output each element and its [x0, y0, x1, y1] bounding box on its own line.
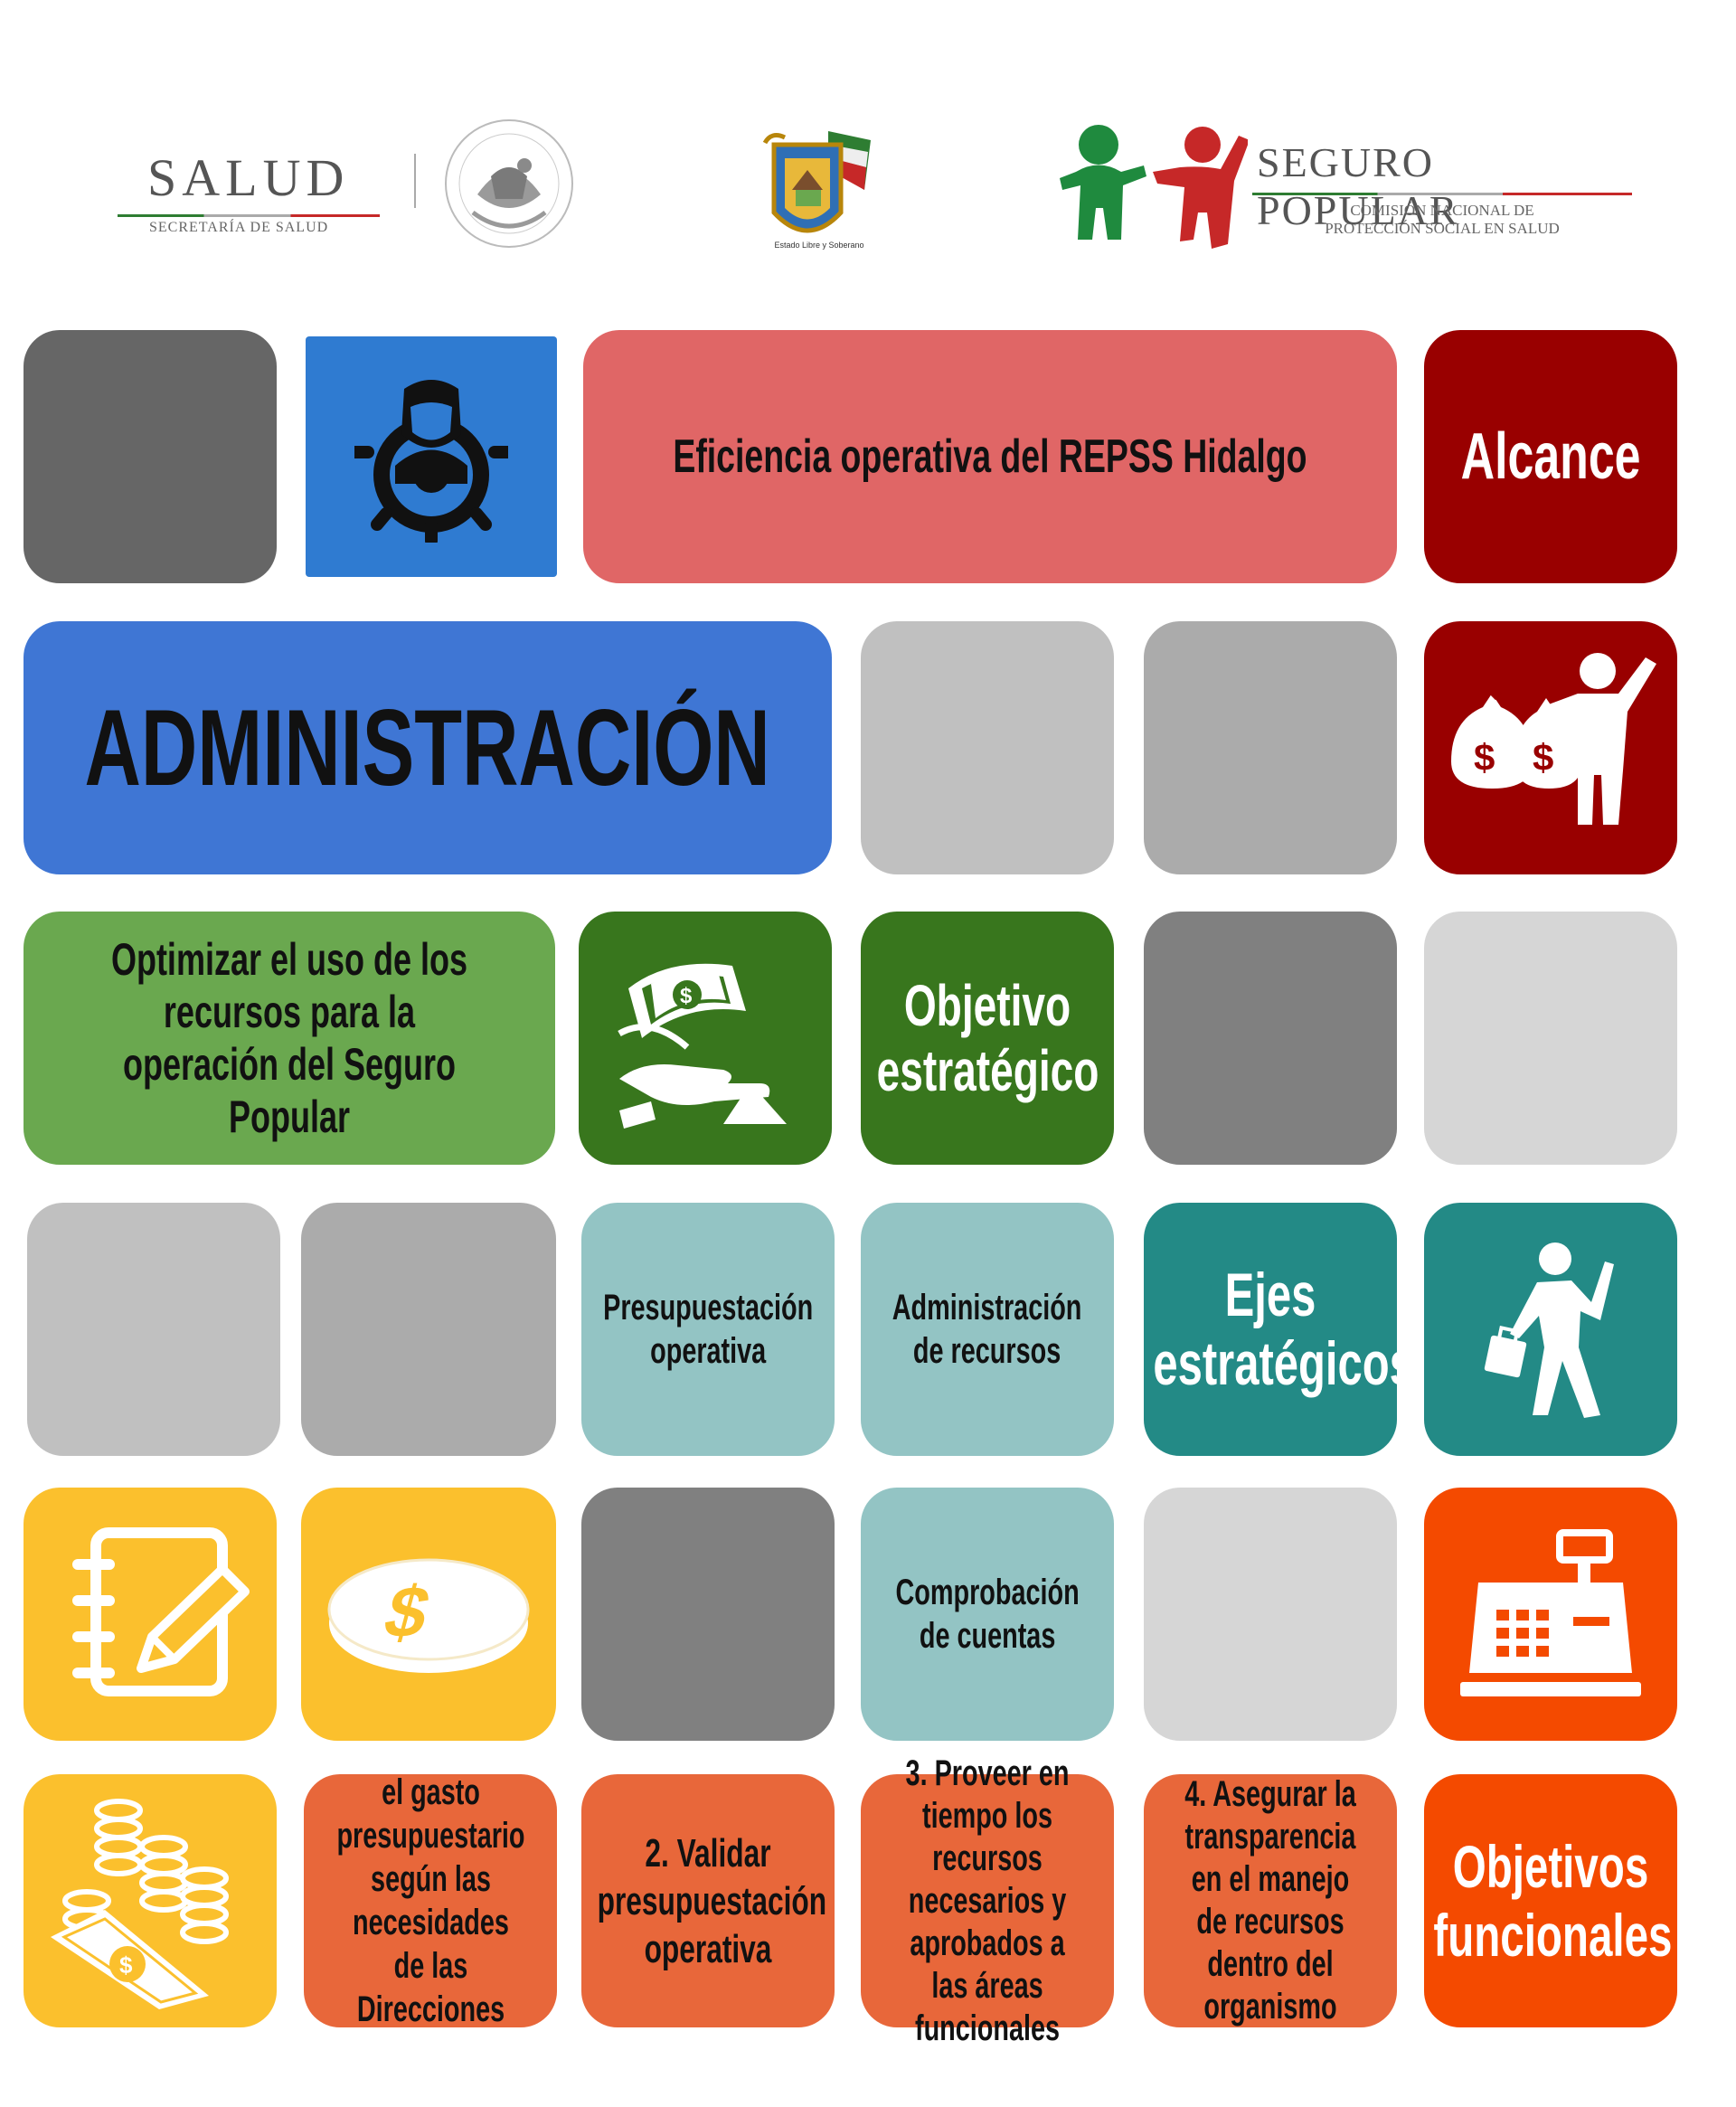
- cash-register-icon: [1460, 1529, 1641, 1696]
- salud-underline: [118, 214, 380, 217]
- eficiencia-label: Eficiencia operativa del REPSS Hidalgo: [673, 430, 1307, 483]
- gray-tile: [24, 330, 277, 583]
- seguro-popular-underline: [1252, 193, 1632, 195]
- gray-tile: [1144, 621, 1397, 874]
- presupuestacion-label: Presupuestación operativa: [602, 1288, 814, 1371]
- optimizar-tile: Optimizar el uso de los recursos para la…: [24, 912, 555, 1165]
- svg-text:$: $: [1533, 736, 1553, 779]
- ejes-estrategicos-label: Ejes estratégicos: [1153, 1261, 1414, 1398]
- administracion-tile: ADMINISTRACIÓN: [24, 621, 832, 874]
- coin-tile: $: [301, 1488, 556, 1741]
- seguro-popular-logo: SEGURO POPULAR COMISIÓN NACIONAL DE PROT…: [1058, 122, 1646, 258]
- hidalgo-caption: Estado Libre y Soberano: [774, 241, 864, 250]
- administracion-recursos-label: Administración de recursos: [892, 1288, 1082, 1371]
- hidalgo-shield-icon: Estado Libre y Soberano: [758, 127, 875, 262]
- mexico-seal-icon: [441, 113, 577, 253]
- executive-helm-icon: [354, 380, 508, 543]
- coin-dollar-icon: $: [327, 1558, 530, 1673]
- notebook-tile: [24, 1488, 277, 1741]
- cash-register-tile: [1424, 1488, 1677, 1741]
- gray-tile: [861, 621, 1114, 874]
- money-bags-person-icon: $ $: [1451, 653, 1656, 825]
- objetivo-1-label: 1. Determinar el gasto presupuestario se…: [335, 1774, 525, 2027]
- objetivos-funcionales-label: Objetivos funcionales: [1433, 1833, 1673, 1969]
- gray-tile: [27, 1203, 280, 1456]
- comprobacion-tile: Comprobación de cuentas: [861, 1488, 1114, 1741]
- objetivo-3-label: 3. Proveer en tiempo los recursos necesa…: [905, 1753, 1070, 2048]
- executive-tile: [306, 336, 557, 577]
- money-hand-icon: $: [618, 963, 787, 1129]
- gray-tile: [301, 1203, 556, 1456]
- objetivo-estrategico-label: Objetivo estratégico: [876, 973, 1099, 1103]
- presupuestacion-tile: Presupuestación operativa: [581, 1203, 835, 1456]
- objetivo-2-label: 2. Validar presupuestación operativa: [597, 1830, 827, 1971]
- objetivo-3-tile: 3. Proveer en tiempo los recursos necesa…: [861, 1753, 1114, 2048]
- money-bags-tile: $ $: [1424, 621, 1677, 874]
- objetivos-funcionales-tile: Objetivos funcionales: [1424, 1774, 1677, 2027]
- alcance-tile: Alcance: [1424, 330, 1677, 583]
- salud-subtitle: SECRETARÍA DE SALUD: [149, 220, 329, 235]
- salud-title: SALUD: [147, 148, 350, 207]
- objetivo-4-label: 4. Asegurar la transparencia en el manej…: [1184, 1774, 1356, 2027]
- header-divider: [414, 154, 416, 208]
- salud-logo: SALUD SECRETARÍA DE SALUD: [113, 140, 384, 240]
- seguro-popular-subtitle-2: PROTECCIÓN SOCIAL EN SALUD: [1325, 220, 1560, 237]
- objetivo-estrategico-tile: Objetivo estratégico: [861, 912, 1114, 1165]
- notebook-pencil-icon: [72, 1527, 250, 1696]
- svg-text:$: $: [680, 984, 693, 1008]
- seguro-popular-figures-icon: [1060, 125, 1248, 249]
- administracion-recursos-tile: Administración de recursos: [861, 1203, 1114, 1456]
- gray-tile: [581, 1488, 835, 1741]
- administracion-label: ADMINISTRACIÓN: [84, 687, 771, 808]
- gray-tile: [1424, 912, 1677, 1165]
- gray-tile: [1144, 1488, 1397, 1741]
- walking-businessman-icon: [1484, 1242, 1614, 1418]
- coin-stacks-bills-icon: $: [51, 1799, 229, 2009]
- comprobacion-label: Comprobación de cuentas: [895, 1573, 1080, 1656]
- coins-bills-tile: $: [24, 1774, 277, 2027]
- money-hand-tile: $: [579, 912, 832, 1165]
- objetivo-1-tile: 1. Determinar el gasto presupuestario se…: [304, 1774, 557, 2027]
- svg-text:$: $: [1474, 736, 1495, 779]
- objetivo-2-tile: 2. Validar presupuestación operativa: [581, 1774, 835, 2027]
- eficiencia-tile: Eficiencia operativa del REPSS Hidalgo: [583, 330, 1397, 583]
- svg-text:$: $: [119, 1951, 133, 1979]
- optimizar-label: Optimizar el uso de los recursos para la…: [110, 934, 468, 1142]
- businessman-tile: [1424, 1203, 1677, 1456]
- alcance-label: Alcance: [1460, 420, 1641, 493]
- ejes-estrategicos-tile: Ejes estratégicos: [1144, 1203, 1414, 1456]
- gray-tile: [1144, 912, 1397, 1165]
- seguro-popular-subtitle-1: COMISIÓN NACIONAL DE: [1350, 202, 1534, 219]
- objetivo-4-tile: 4. Asegurar la transparencia en el manej…: [1144, 1774, 1397, 2027]
